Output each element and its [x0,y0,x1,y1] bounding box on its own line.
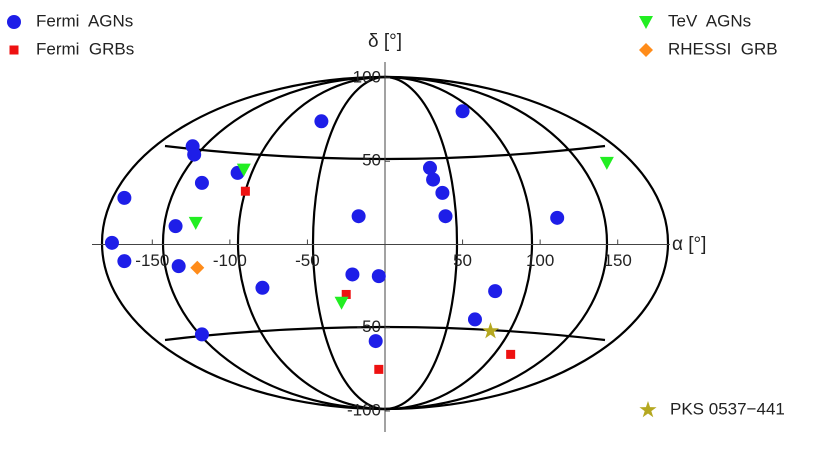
legend-marker [639,16,653,29]
x-axis-label: α [°] [672,234,706,255]
data-point [190,260,205,275]
x-tick-label: -100 [213,251,247,270]
legend-marker [639,43,653,57]
data-point [104,235,119,250]
y-tick-label: -100 [347,400,381,419]
x-tick-label: 50 [453,251,472,270]
legend-label: TeV AGNs [668,11,751,30]
data-point [550,210,565,225]
x-tick-label: 150 [604,251,632,270]
data-point [168,219,183,234]
data-point [171,259,186,274]
y-tick-label: 50 [362,151,381,170]
data-point [334,296,349,310]
data-point [117,254,132,269]
data-point [368,334,383,349]
y-tick-label: -50 [356,317,381,336]
data-point [236,163,251,177]
legend-label: PKS 0537−441 [670,399,785,418]
legend-label: Fermi GRBs [36,39,134,58]
legend-marker [7,15,21,29]
data-point [488,284,503,299]
data-point [455,104,470,119]
x-tick-label: -150 [135,251,169,270]
data-point [187,147,202,162]
data-point [194,327,209,342]
data-point [422,160,437,175]
data-point [117,190,132,205]
data-point [481,322,500,339]
data-point [371,269,386,284]
data-point [188,216,203,230]
legend-marker [9,45,19,55]
data-point [194,175,209,190]
x-tick-label: -50 [295,251,320,270]
legend-label: Fermi AGNs [36,11,133,30]
data-point [506,349,516,359]
data-point [341,289,351,299]
legend-marker [639,401,657,418]
y-axis-label: δ [°] [368,31,402,52]
data-point [599,156,614,170]
legend-label: RHESSI GRB [668,39,778,58]
y-tick-label: 100 [353,67,381,86]
data-point [255,280,270,295]
data-point [240,186,250,196]
data-point [438,209,453,224]
data-point [435,185,450,200]
data-point [426,172,441,187]
data-point [467,312,482,327]
data-point [351,209,366,224]
data-point [374,364,384,374]
data-point [345,267,360,282]
data-point [314,114,329,129]
x-tick-label: 100 [526,251,554,270]
